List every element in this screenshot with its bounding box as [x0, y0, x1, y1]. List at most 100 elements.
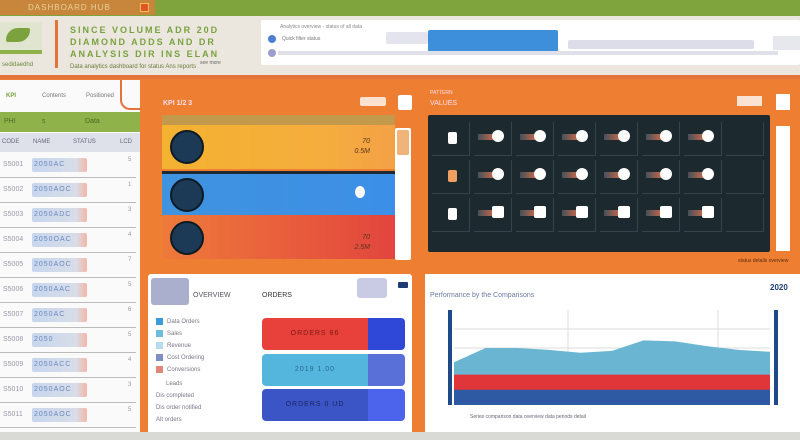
status-dot-icon [702, 130, 714, 142]
table-row[interactable]: S5002 2050AOC 1 [0, 178, 136, 203]
apply-button[interactable] [428, 30, 558, 52]
column-header[interactable]: LCD [120, 139, 133, 145]
card-action-button[interactable] [360, 97, 386, 106]
note: Dis completed [156, 393, 195, 399]
row-name: 2050OAC [32, 233, 87, 247]
grid-cell[interactable] [726, 198, 764, 232]
grid-cell[interactable] [600, 160, 638, 194]
grid-cell[interactable] [600, 122, 638, 156]
grid-cell[interactable] [600, 198, 638, 232]
row-count: 5 [128, 407, 132, 413]
table-group-row[interactable]: PHI s Data [0, 112, 140, 132]
grid-cell[interactable] [642, 160, 680, 194]
radio-icon[interactable] [268, 49, 276, 57]
table-row[interactable]: S5003 2050ADC 3 [0, 203, 136, 228]
search-input[interactable] [568, 40, 754, 49]
axis-bar [774, 310, 778, 405]
grid-cell[interactable] [474, 122, 512, 156]
table-row[interactable]: S5010 2050AOC 3 [0, 378, 136, 403]
table-header: CODE NAME STATUS LCD [0, 133, 140, 152]
scrollbar-thumb[interactable] [397, 130, 409, 155]
filter-input[interactable] [386, 32, 428, 44]
status-dot-icon [618, 168, 630, 180]
legend-label: Conversions [167, 367, 201, 374]
status-dot-icon [534, 206, 546, 218]
app-icon[interactable] [140, 3, 149, 12]
scrollbar[interactable] [776, 126, 790, 251]
legend-label: Cost Ordering [167, 355, 205, 362]
card-menu-button[interactable] [398, 95, 412, 110]
table-row[interactable]: S5009 2050ACC 4 [0, 353, 136, 378]
table-row[interactable]: S5001 2050AC 5 [0, 153, 136, 178]
legend-label: Data Orders [167, 319, 200, 326]
expand-button[interactable] [357, 278, 387, 298]
column-header[interactable]: STATUS [73, 139, 96, 145]
grid-cell[interactable] [432, 160, 470, 194]
status-dot-icon [492, 130, 504, 142]
row-name: 2050AC [32, 158, 87, 172]
row-count: 5 [128, 282, 132, 288]
grid-cell[interactable] [684, 160, 722, 194]
app-tab[interactable]: DASHBOARD HUB [0, 0, 155, 15]
scrollbar[interactable] [395, 128, 411, 260]
filter-label: Quick filter status [282, 36, 321, 42]
grid-cell[interactable] [684, 122, 722, 156]
column-header[interactable]: CODE [2, 139, 20, 145]
grid-cell[interactable] [516, 160, 554, 194]
kpi-avatar-icon [170, 221, 204, 255]
status-dot-icon [492, 168, 504, 180]
grid-cell[interactable] [558, 160, 596, 194]
tab-contents[interactable]: Contents [42, 93, 67, 99]
grid-cell[interactable] [642, 198, 680, 232]
status-bar [562, 172, 578, 178]
note: Leads [166, 381, 183, 387]
info-icon [355, 186, 365, 198]
grid-cell[interactable] [558, 198, 596, 232]
row-id: S5004 [3, 236, 24, 243]
row-count: 4 [128, 232, 132, 238]
grid-cell[interactable] [432, 198, 470, 232]
grid-menu-button[interactable] [776, 94, 790, 110]
options-button[interactable] [773, 36, 800, 50]
status-bar [478, 172, 494, 178]
grid-cell[interactable] [558, 122, 596, 156]
table-row[interactable]: S5011 2050AOC 5 [0, 403, 136, 428]
radio-icon[interactable] [268, 35, 276, 43]
grid-cell[interactable] [474, 160, 512, 194]
grid-filter-button[interactable] [737, 96, 762, 106]
status-bar [520, 210, 536, 216]
row-id: S5011 [3, 411, 23, 418]
see-more-link[interactable]: see more [200, 60, 221, 66]
orders-block[interactable]: 2019 1.00 [262, 354, 368, 386]
grid-cell[interactable] [516, 122, 554, 156]
column-header[interactable]: NAME [33, 139, 51, 145]
status-bar [646, 134, 662, 140]
row-id: S5008 [3, 336, 24, 343]
table-row[interactable]: S5007 2050AC 6 [0, 303, 136, 328]
table-row[interactable]: S5004 2050OAC 4 [0, 228, 136, 253]
slider[interactable] [278, 51, 778, 55]
table-row[interactable]: S5005 2050AOC 7 [0, 253, 136, 278]
tab-kpi[interactable]: KPI [6, 93, 17, 99]
row-icon [448, 208, 457, 220]
grid-cell[interactable] [432, 122, 470, 156]
status-dot-icon [576, 130, 588, 142]
collapse-handle[interactable] [120, 80, 142, 110]
grid-cell[interactable] [726, 122, 764, 156]
grid-cell[interactable] [516, 198, 554, 232]
row-id: S5002 [3, 186, 24, 193]
grid-cell[interactable] [642, 122, 680, 156]
grid-cell[interactable] [684, 198, 722, 232]
tab-positioned[interactable]: Positioned [86, 93, 115, 99]
status-dot-icon [618, 206, 630, 218]
grid-title: VALUES [430, 100, 458, 107]
table-row[interactable]: S5006 2050AAC 5 [0, 278, 136, 303]
grid-cell[interactable] [726, 160, 764, 194]
grid-cell[interactable] [474, 198, 512, 232]
orders-block[interactable]: ORDERS 0 UD [262, 389, 368, 421]
table-row[interactable]: S5008 2050 5 [0, 328, 136, 353]
axis-bar [448, 310, 452, 405]
orders-block[interactable]: ORDERS 86 [262, 318, 368, 350]
year-badge[interactable]: 2020 [770, 283, 788, 292]
divider [55, 20, 58, 68]
